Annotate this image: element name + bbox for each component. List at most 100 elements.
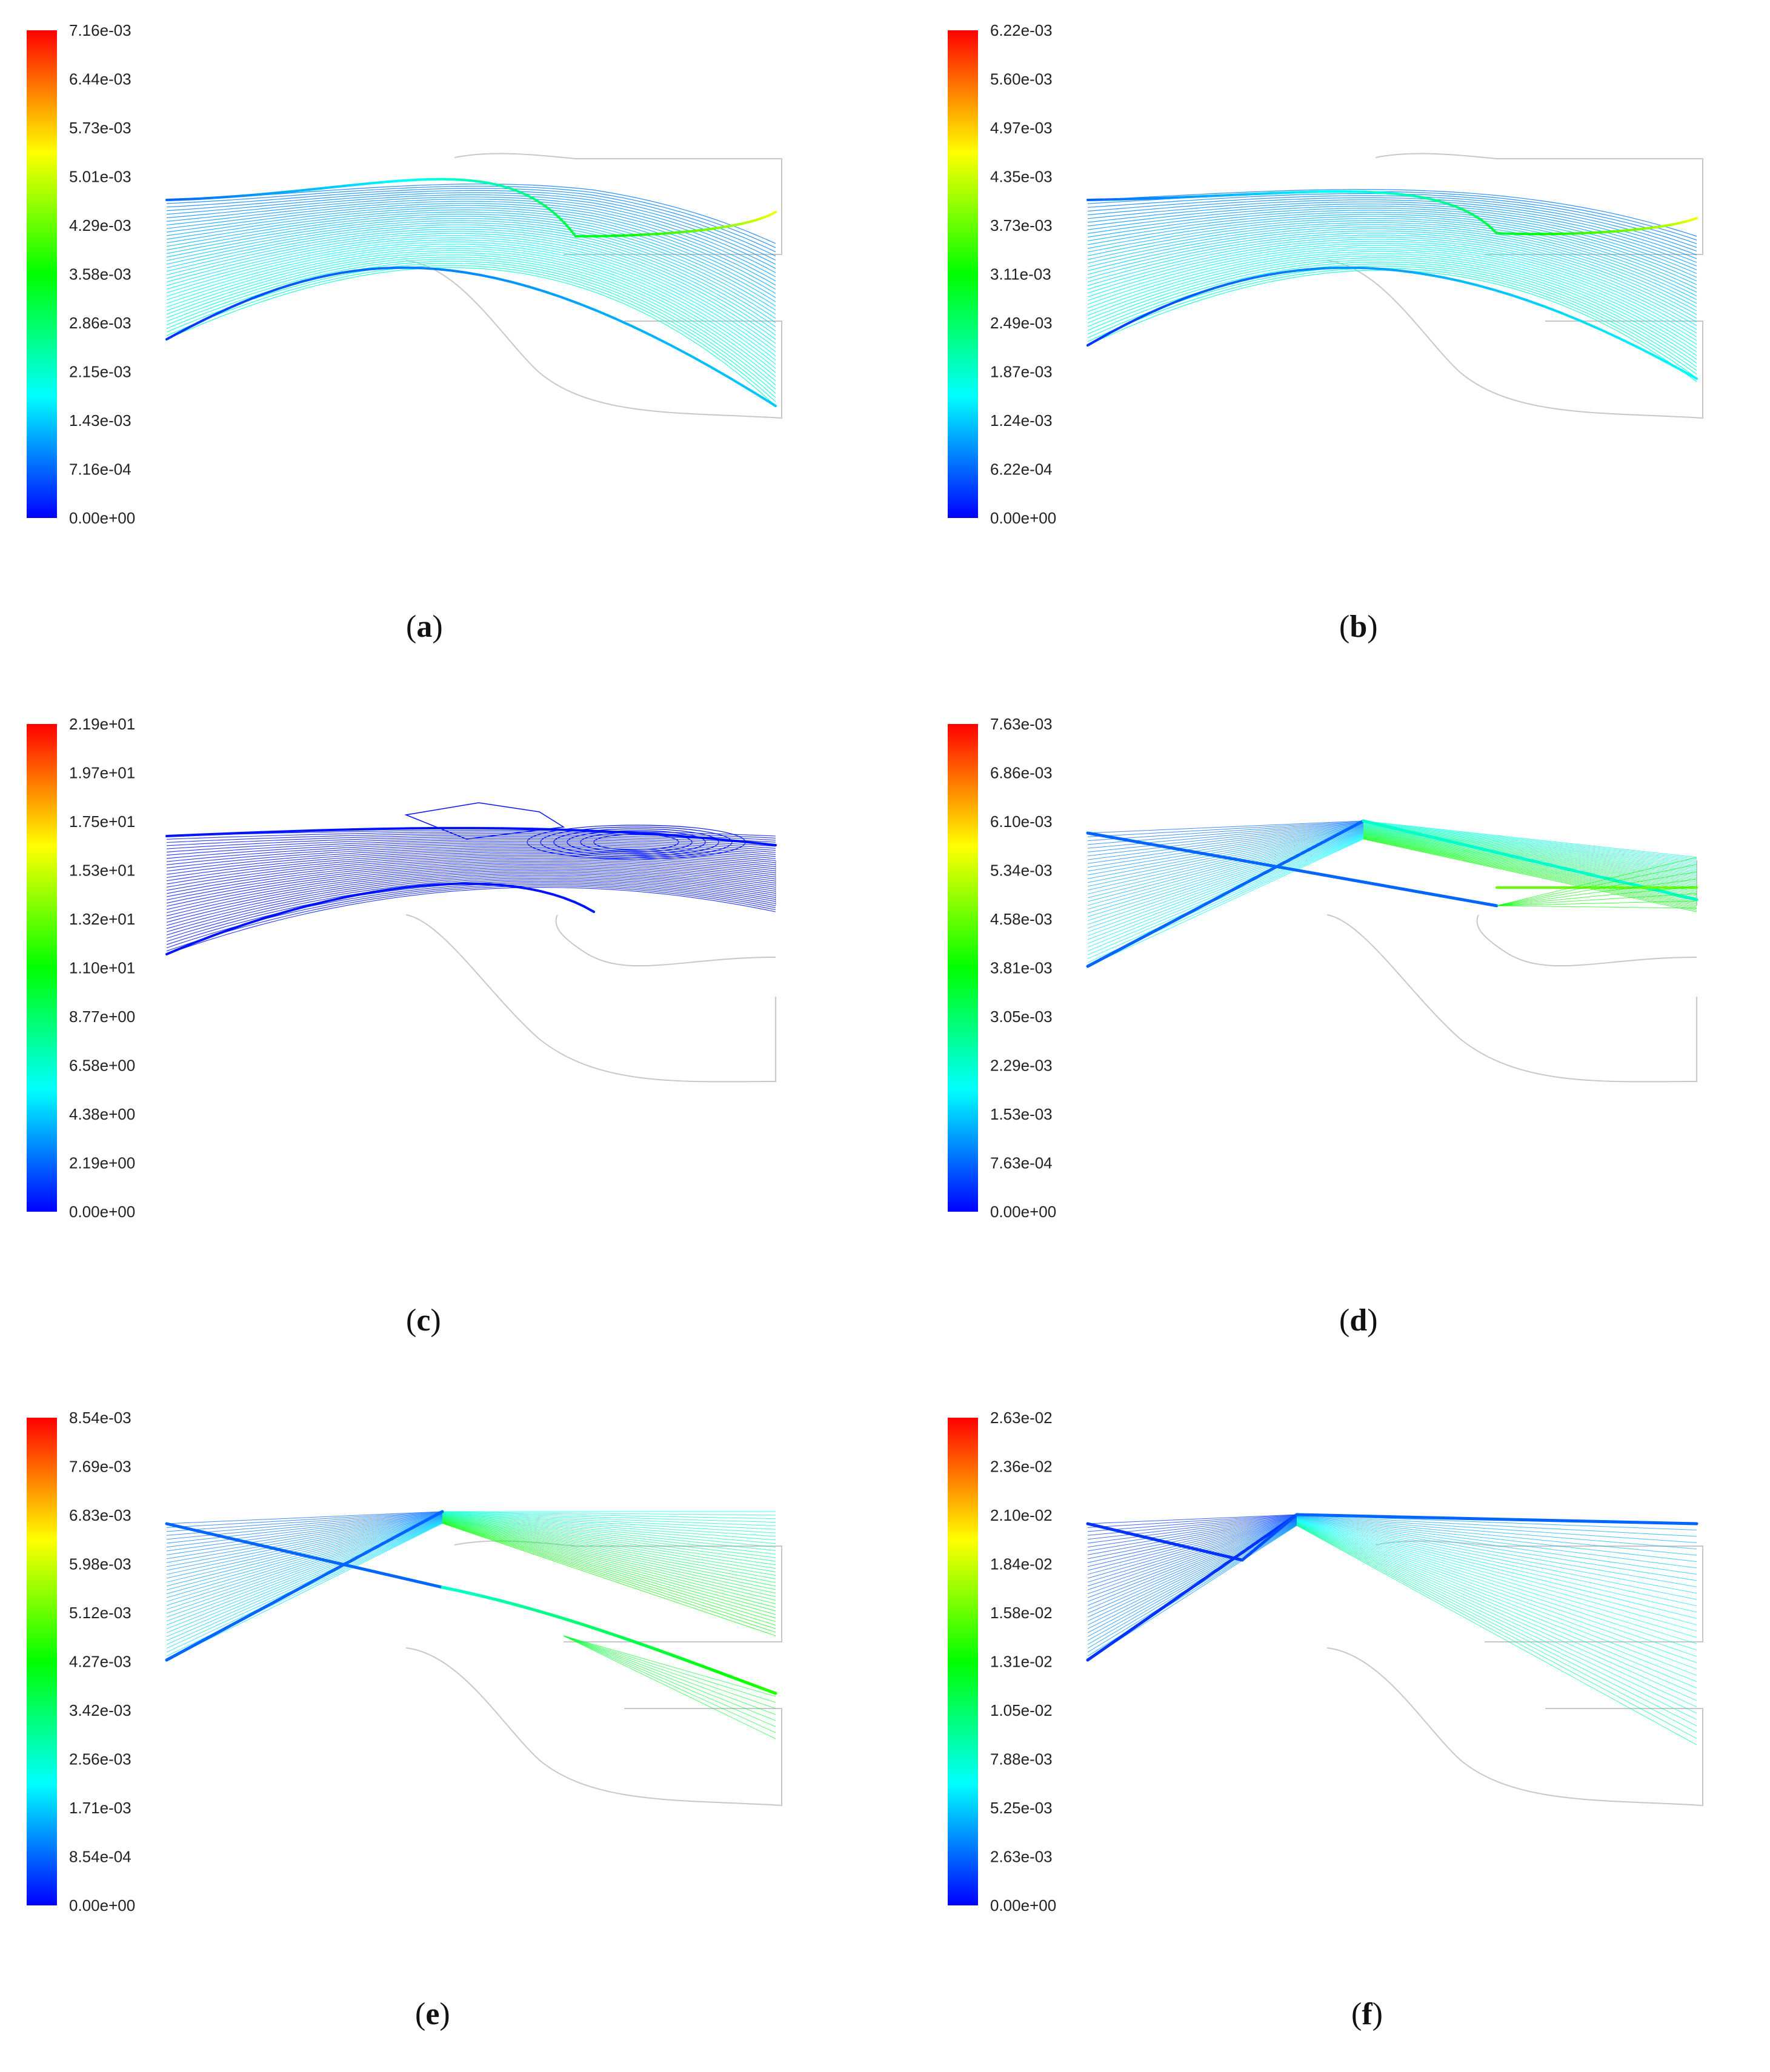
colorbar [27, 1418, 57, 1905]
lower-wall-streamline [1282, 271, 1296, 273]
reflected-ray [702, 1666, 717, 1672]
reflected-ray [1088, 821, 1363, 966]
upper-wall-streamline [1414, 196, 1422, 198]
scale-tick-label: 3.58e-03 [69, 265, 131, 284]
caption-a: (a) [406, 609, 443, 645]
streamline [167, 265, 776, 402]
scale-tick-label: 6.10e-03 [990, 812, 1053, 831]
streamline [1088, 835, 1363, 936]
streamline [442, 1517, 776, 1572]
scale-tick-label: 1.24e-03 [990, 411, 1053, 430]
streamline [1297, 1521, 1697, 1650]
upper-wall-streamline [360, 183, 371, 184]
lower-wall-streamline [1444, 277, 1460, 281]
colorbar [27, 724, 57, 1212]
streamline [167, 1522, 442, 1641]
scale-tick-label: 8.54e-03 [69, 1409, 131, 1427]
scale-tick-label: 1.75e+01 [69, 812, 135, 831]
upper-wall-streamline [1234, 194, 1246, 195]
streamline [1497, 906, 1697, 908]
upper-wall-streamline [383, 828, 413, 829]
upper-wall-streamline [453, 179, 462, 180]
upper-wall-streamline [1388, 193, 1397, 194]
upper-wall-streamline [292, 830, 322, 831]
scale-tick-label: 4.97e-03 [990, 119, 1053, 137]
lower-wall-streamline [1562, 313, 1580, 320]
upper-wall-streamline [271, 192, 285, 193]
upper-wall-streamline [1397, 194, 1406, 195]
lower-wall-streamline [245, 919, 261, 925]
streamline [167, 193, 776, 261]
lower-wall-streamline [342, 895, 358, 898]
upper-wall-streamline [1220, 195, 1234, 196]
upper-wall-streamline [1150, 198, 1164, 199]
streamline [564, 1636, 776, 1733]
upper-wall-streamline [1259, 193, 1271, 194]
reflected-ray [515, 1604, 533, 1609]
reflected-ray [1088, 1515, 1297, 1660]
upper-wall-streamline [258, 193, 271, 194]
upper-wall-streamline [694, 230, 705, 231]
streamline [1297, 1523, 1697, 1701]
streamline [1088, 834, 1363, 932]
lower-wall-streamline [1527, 301, 1545, 307]
reflected-ray [603, 1631, 620, 1636]
scale-tick-label: 5.25e-03 [990, 1799, 1053, 1817]
upper-wall-streamline [725, 225, 734, 227]
lower-wall-streamline [633, 327, 651, 336]
reflected-ray [717, 1672, 733, 1678]
scale-tick-label: 7.16e-04 [69, 460, 131, 479]
streamline [1297, 1524, 1697, 1707]
lower-wall-streamline [530, 889, 542, 891]
streamlines-b [1088, 154, 1703, 418]
channel-outline [556, 915, 776, 966]
lower-wall-streamline [404, 886, 419, 888]
scale-tick-label: 0.00e+00 [990, 509, 1056, 527]
scale-tick-label: 0.00e+00 [990, 1896, 1056, 1914]
streamline [1297, 1519, 1697, 1625]
upper-wall-streamline [488, 183, 496, 185]
scale-tick-label: 4.38e+00 [69, 1105, 135, 1123]
streamline [442, 1518, 776, 1582]
scale-tick-label: 7.88e-03 [990, 1750, 1053, 1768]
lower-wall-streamline [1510, 294, 1527, 300]
lower-wall-streamline [596, 310, 614, 318]
upper-wall-streamline [636, 234, 648, 235]
scale-tick-label: 5.73e-03 [69, 119, 131, 137]
lower-wall-streamline [341, 271, 354, 273]
upper-wall-streamline [715, 227, 725, 228]
lower-wall-streamline [1580, 321, 1599, 329]
colorbar [948, 724, 978, 1212]
upper-wall-streamline [230, 832, 261, 834]
reflected-ray [497, 1599, 515, 1604]
upper-wall-streamline [1406, 195, 1414, 196]
streamline [1088, 1519, 1297, 1582]
streamline [1088, 822, 1363, 837]
upper-wall-streamline [323, 829, 353, 830]
reflected-ray [479, 1595, 497, 1599]
lower-wall-streamline [265, 289, 278, 293]
upper-wall-streamline [371, 182, 382, 184]
reflected-ray [637, 1642, 654, 1649]
upper-wall-streamline [743, 222, 751, 224]
lower-wall-streamline [419, 885, 434, 886]
lower-wall-streamline [1618, 337, 1637, 347]
upper-wall-streamline [382, 181, 393, 182]
color-scale-b: 6.22e-035.60e-034.97e-034.35e-033.73e-03… [948, 21, 1056, 527]
reflected-ray [1088, 1524, 1242, 1560]
panel-c-figure: 2.19e+011.97e+011.75e+011.53e+011.32e+01… [18, 712, 867, 1378]
streamlines-f [1088, 1515, 1703, 1805]
upper-wall-streamline [1692, 218, 1697, 220]
streamline [564, 1636, 776, 1715]
scale-tick-label: 4.35e-03 [990, 168, 1053, 186]
upper-wall-streamline [298, 190, 311, 191]
upper-wall-streamline [1497, 233, 1509, 234]
upper-wall-streamline [285, 191, 298, 192]
streamline [442, 1522, 776, 1625]
streamline [167, 1522, 442, 1644]
streamlines-e [167, 1512, 782, 1805]
scale-tick-label: 1.58e-02 [990, 1604, 1053, 1622]
streamline [442, 1519, 776, 1593]
